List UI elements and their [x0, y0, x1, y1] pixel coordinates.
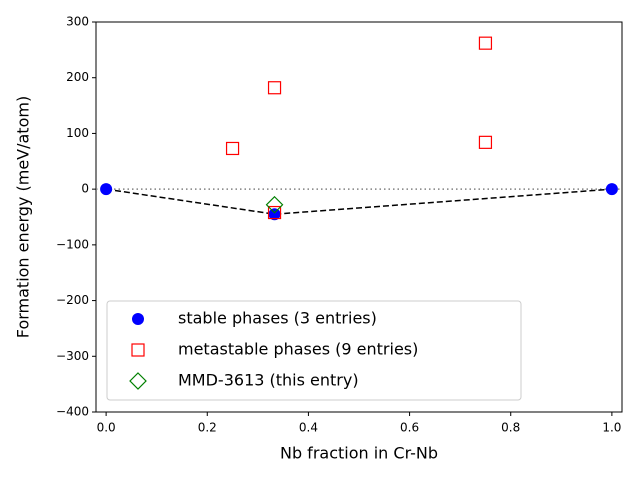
legend: stable phases (3 entries) metastable phas…: [106, 300, 522, 401]
legend-marker: [129, 372, 147, 390]
y-tick-label: 200: [66, 70, 89, 84]
legend-marker: [131, 343, 145, 357]
x-tick-label: 1.0: [602, 421, 621, 435]
y-axis-label: Formation energy (meV/atom): [14, 96, 33, 338]
y-tick-label: −400: [56, 405, 89, 419]
point: [478, 135, 493, 149]
point: [225, 141, 240, 156]
y-tick-label: −200: [56, 293, 89, 307]
x-tick-label: 0.4: [299, 421, 318, 435]
y-tick-label: −300: [56, 349, 89, 363]
legend-label: stable phases (3 entries): [178, 309, 377, 328]
x-tick-label: 0.8: [501, 421, 520, 435]
point: [478, 36, 493, 50]
point: [100, 183, 113, 196]
x-tick-label: 0.6: [400, 421, 419, 435]
legend-marker: [132, 313, 144, 325]
point: [267, 81, 282, 95]
plot-frame: [95, 21, 623, 413]
legend-label: MMD-3613 (this entry): [178, 371, 359, 390]
x-tick-label: 0.0: [97, 421, 116, 435]
y-tick-label: −100: [56, 237, 89, 251]
hull-line: [106, 188, 612, 215]
y-tick-label: 0: [81, 182, 89, 196]
x-tick-label: 0.2: [198, 421, 217, 435]
y-tick-label: 100: [66, 126, 89, 140]
point: [265, 195, 284, 214]
legend-label: metastable phases (9 entries): [178, 340, 418, 359]
legend-frame: [106, 300, 522, 401]
point: [605, 183, 618, 196]
point: [267, 205, 282, 220]
x-axis-label: Nb fraction in Cr-Nb: [280, 444, 438, 463]
y-tick-label: 300: [66, 15, 89, 29]
point: [268, 208, 281, 221]
